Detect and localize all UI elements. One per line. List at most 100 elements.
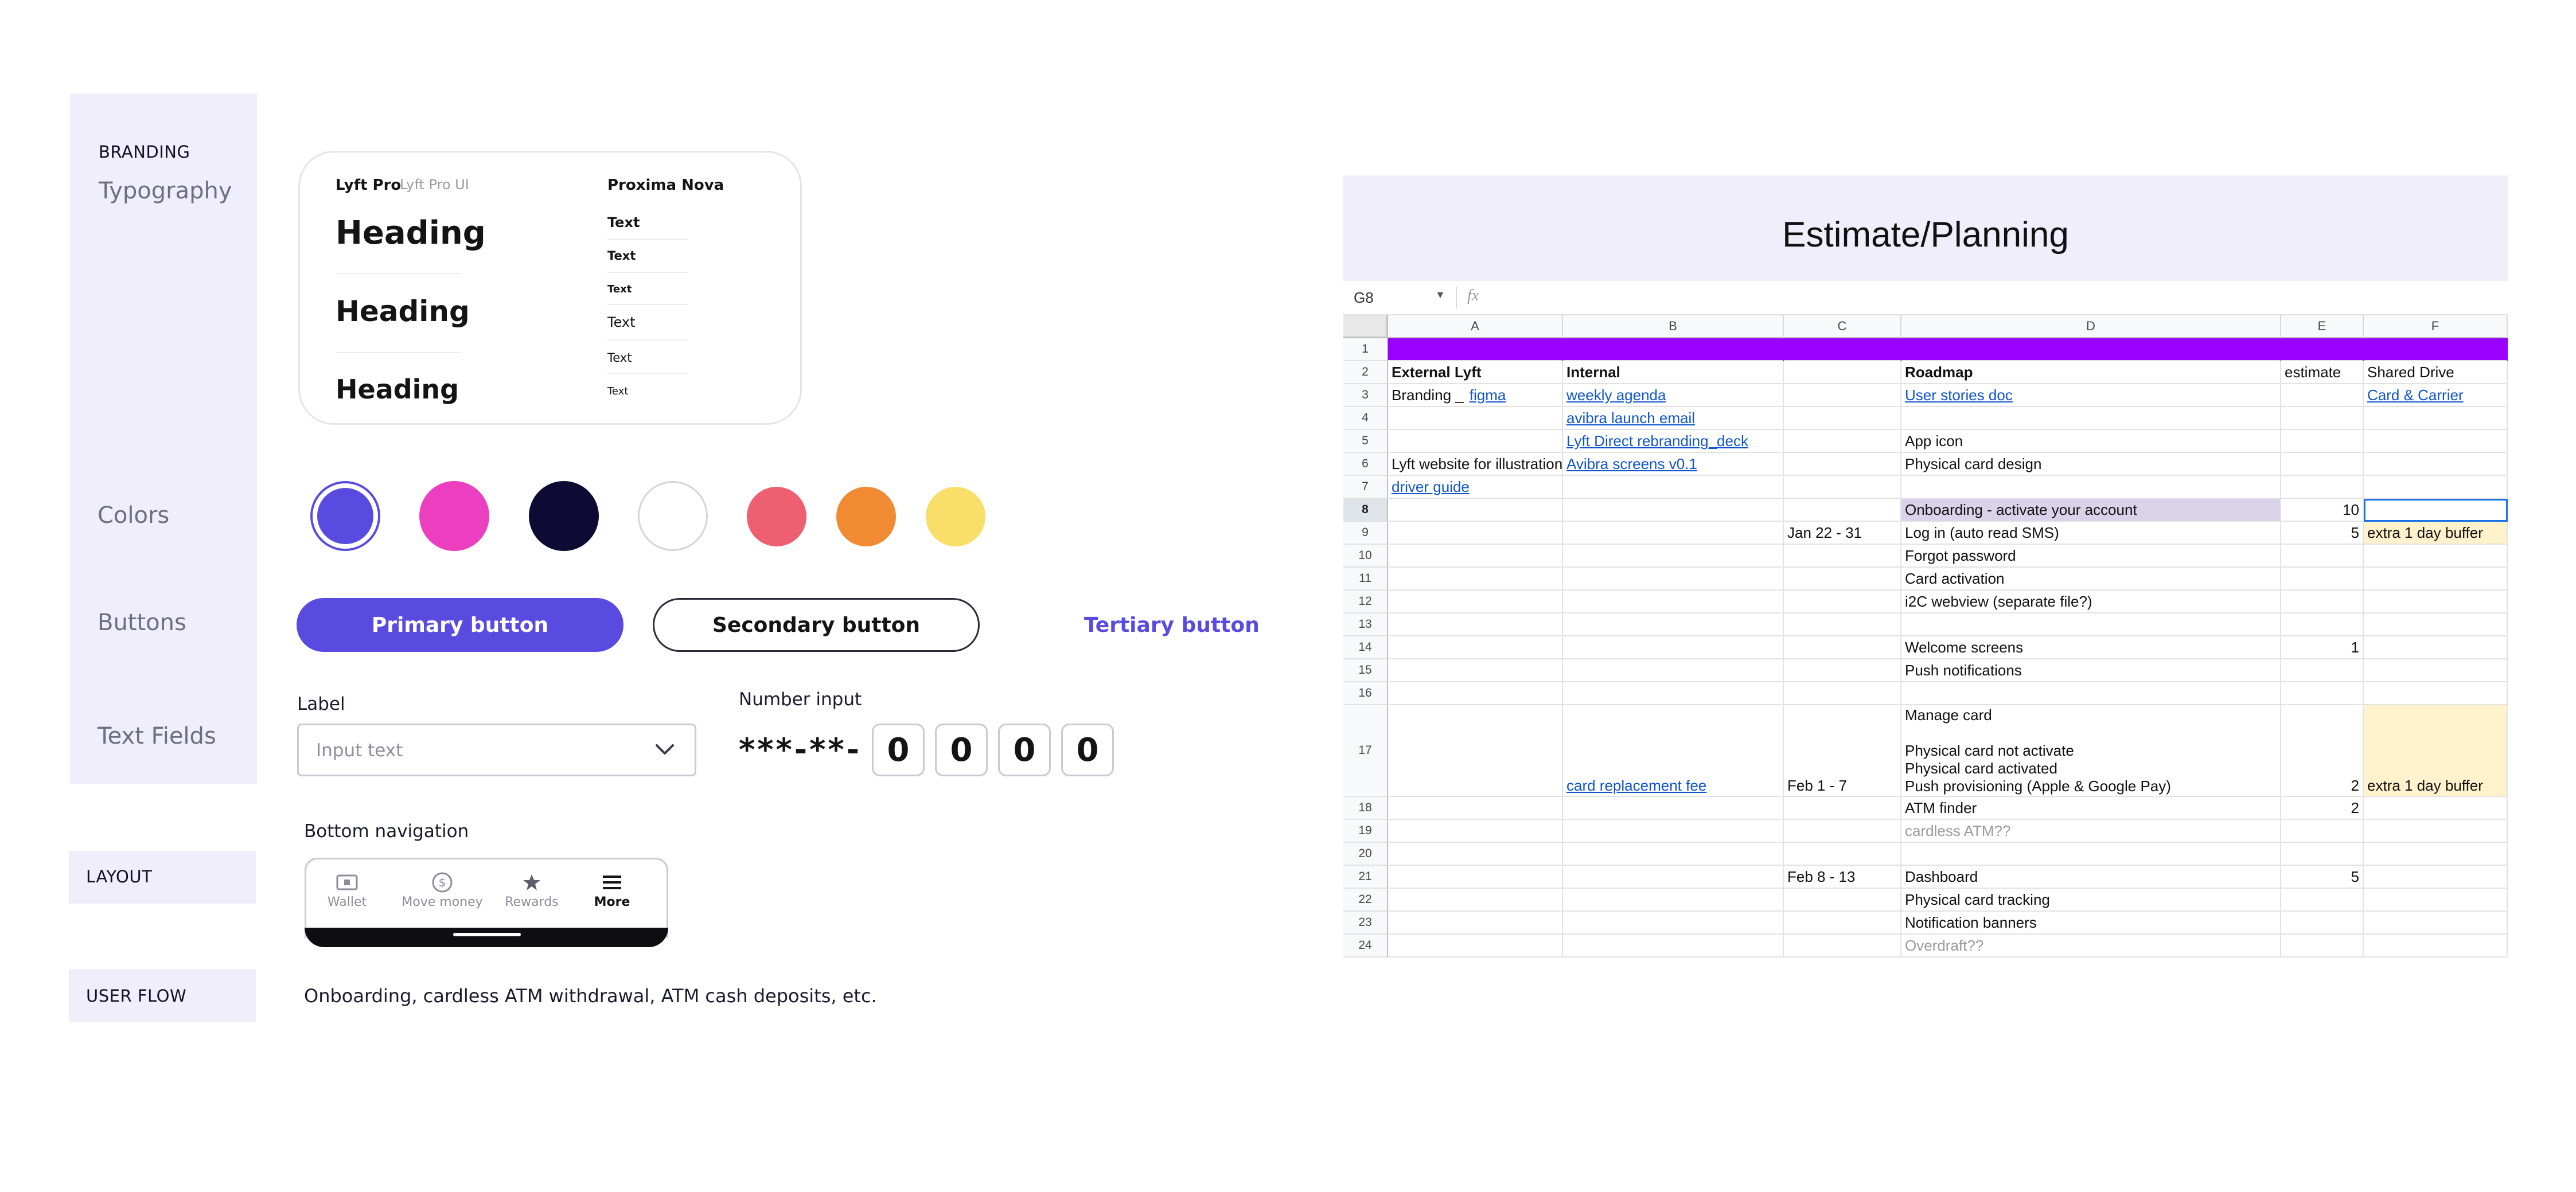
cell-c16[interactable] — [1784, 682, 1901, 705]
cell-c1[interactable] — [1784, 338, 1901, 361]
cell-e14[interactable]: 1 — [2281, 636, 2364, 659]
cell-a9[interactable] — [1388, 522, 1563, 545]
caret-down-icon[interactable]: ▼ — [1435, 289, 1445, 300]
dropdown-input[interactable]: Input text — [297, 724, 696, 776]
cell-b24[interactable] — [1563, 935, 1784, 957]
row-header-1[interactable]: 1 — [1343, 338, 1388, 361]
row-header-11[interactable]: 11 — [1343, 568, 1388, 591]
cell-a23[interactable] — [1388, 912, 1563, 935]
cell-a3[interactable]: Branding _ figma — [1388, 384, 1563, 407]
cell-a22[interactable] — [1388, 889, 1563, 912]
cell-e13[interactable] — [2281, 613, 2364, 636]
cell-c17[interactable]: Feb 1 - 7 — [1784, 705, 1901, 797]
row-header-12[interactable]: 12 — [1343, 591, 1388, 613]
cell-a7[interactable]: driver guide — [1388, 476, 1563, 499]
cell-a4[interactable] — [1388, 407, 1563, 430]
cell-d8[interactable]: Onboarding - activate your account — [1901, 499, 2281, 522]
row-header-9[interactable]: 9 — [1343, 522, 1388, 545]
cell-a17[interactable] — [1388, 705, 1563, 797]
row-header-24[interactable]: 24 — [1343, 935, 1388, 957]
row-header-19[interactable]: 19 — [1343, 820, 1388, 843]
column-header-a[interactable]: A — [1388, 315, 1563, 338]
cell-d16[interactable] — [1901, 682, 2281, 705]
cell-d14[interactable]: Welcome screens — [1901, 636, 2281, 659]
cell-b14[interactable] — [1563, 636, 1784, 659]
cell-d5[interactable]: App icon — [1901, 430, 2281, 453]
cell-f4[interactable] — [2364, 407, 2508, 430]
cell-e5[interactable] — [2281, 430, 2364, 453]
row-header-13[interactable]: 13 — [1343, 613, 1388, 636]
row-header-3[interactable]: 3 — [1343, 384, 1388, 407]
row-header-17[interactable]: 17 — [1343, 705, 1388, 797]
cell-a11[interactable] — [1388, 568, 1563, 591]
cell-a10[interactable] — [1388, 545, 1563, 568]
cell-link[interactable]: figma — [1469, 386, 1506, 404]
row-header-22[interactable]: 22 — [1343, 889, 1388, 912]
cell-a6[interactable]: Lyft website for illustration — [1388, 453, 1563, 476]
cell-e17[interactable]: 2 — [2281, 705, 2364, 797]
cell-a5[interactable] — [1388, 430, 1563, 453]
column-header-e[interactable]: E — [2281, 315, 2364, 338]
digit-box-3[interactable]: 0 — [998, 724, 1051, 776]
cell-c6[interactable] — [1784, 453, 1901, 476]
cell-e4[interactable] — [2281, 407, 2364, 430]
name-box[interactable]: G8 — [1354, 289, 1374, 306]
cell-b10[interactable] — [1563, 545, 1784, 568]
row-header-5[interactable]: 5 — [1343, 430, 1388, 453]
column-header-b[interactable]: B — [1563, 315, 1784, 338]
cell-d6[interactable]: Physical card design — [1901, 453, 2281, 476]
cell-e7[interactable] — [2281, 476, 2364, 499]
cell-c9[interactable]: Jan 22 - 31 — [1784, 522, 1901, 545]
cell-e9[interactable]: 5 — [2281, 522, 2364, 545]
cell-a1[interactable] — [1388, 338, 1563, 361]
cell-a18[interactable] — [1388, 797, 1563, 820]
cell-c10[interactable] — [1784, 545, 1901, 568]
cell-d21[interactable]: Dashboard — [1901, 866, 2281, 889]
cell-a21[interactable] — [1388, 866, 1563, 889]
cell-f19[interactable] — [2364, 820, 2508, 843]
cell-c12[interactable] — [1784, 591, 1901, 613]
cell-f8[interactable] — [2364, 499, 2508, 522]
cell-f10[interactable] — [2364, 545, 2508, 568]
cell-c4[interactable] — [1784, 407, 1901, 430]
cell-d9[interactable]: Log in (auto read SMS) — [1901, 522, 2281, 545]
cell-b21[interactable] — [1563, 866, 1784, 889]
cell-b16[interactable] — [1563, 682, 1784, 705]
cell-b1[interactable] — [1563, 338, 1784, 361]
cell-f16[interactable] — [2364, 682, 2508, 705]
row-header-16[interactable]: 16 — [1343, 682, 1388, 705]
column-header-f[interactable]: F — [2364, 315, 2508, 338]
cell-a8[interactable] — [1388, 499, 1563, 522]
row-header-21[interactable]: 21 — [1343, 866, 1388, 889]
cell-a13[interactable] — [1388, 613, 1563, 636]
cell-f6[interactable] — [2364, 453, 2508, 476]
cell-b9[interactable] — [1563, 522, 1784, 545]
cell-b20[interactable] — [1563, 843, 1784, 866]
cell-f17[interactable]: extra 1 day buffer — [2364, 705, 2508, 797]
cell-b4[interactable]: avibra launch email — [1563, 407, 1784, 430]
cell-b19[interactable] — [1563, 820, 1784, 843]
row-header-10[interactable]: 10 — [1343, 545, 1388, 568]
cell-a15[interactable] — [1388, 659, 1563, 682]
nav-item-wallet[interactable]: Wallet — [304, 870, 390, 909]
cell-e16[interactable] — [2281, 682, 2364, 705]
cell-c11[interactable] — [1784, 568, 1901, 591]
row-header-23[interactable]: 23 — [1343, 912, 1388, 935]
cell-f7[interactable] — [2364, 476, 2508, 499]
cell-b5[interactable]: Lyft Direct rebranding_deck — [1563, 430, 1784, 453]
row-header-20[interactable]: 20 — [1343, 843, 1388, 866]
cell-b3[interactable]: weekly agenda — [1563, 384, 1784, 407]
cell-b11[interactable] — [1563, 568, 1784, 591]
cell-a2[interactable]: External Lyft — [1388, 361, 1563, 384]
cell-c15[interactable] — [1784, 659, 1901, 682]
cell-c7[interactable] — [1784, 476, 1901, 499]
cell-e3[interactable] — [2281, 384, 2364, 407]
cell-f1[interactable] — [2364, 338, 2508, 361]
row-header-2[interactable]: 2 — [1343, 361, 1388, 384]
cell-a12[interactable] — [1388, 591, 1563, 613]
cell-f22[interactable] — [2364, 889, 2508, 912]
digit-box-1[interactable]: 0 — [872, 724, 925, 776]
cell-f23[interactable] — [2364, 912, 2508, 935]
cell-f2[interactable]: Shared Drive — [2364, 361, 2508, 384]
cell-d17[interactable]: Manage card Physical card not activate Ph… — [1901, 705, 2281, 797]
